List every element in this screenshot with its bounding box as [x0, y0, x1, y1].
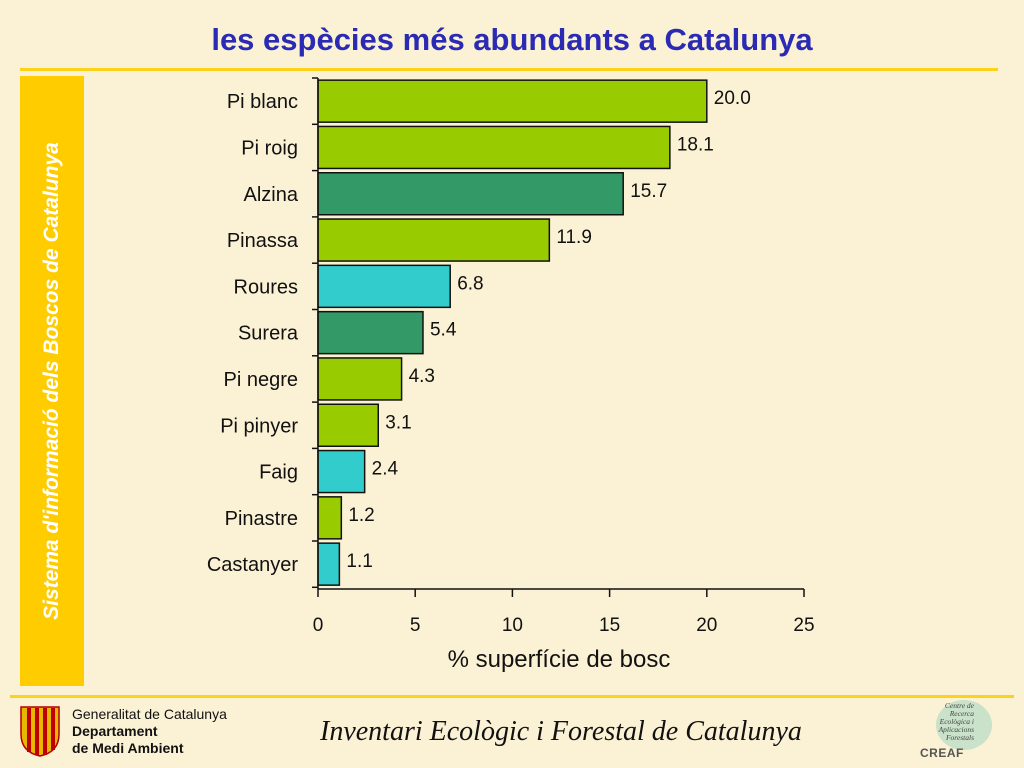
x-tick-label: 20 — [696, 615, 717, 636]
footer-divider — [10, 695, 1014, 698]
bar-pi-negre — [317, 357, 403, 401]
category-label: Pi blanc — [227, 91, 298, 113]
side-band — [20, 76, 84, 686]
axes-layer: 0 5 10 15 20 25 — [312, 77, 815, 636]
title-divider — [20, 68, 998, 71]
x-tick-label: 10 — [502, 615, 523, 636]
bar-castanyer — [317, 542, 341, 586]
category-label: Roures — [234, 276, 298, 298]
creaf-map-icon — [936, 700, 992, 750]
creaf-logo: Centre de Recerca Ecològica i Aplicacion… — [918, 700, 998, 762]
value-label: 3.1 — [385, 412, 411, 433]
category-label: Pi pinyer — [220, 415, 298, 437]
x-tick-label: 0 — [313, 615, 324, 636]
value-label: 5.4 — [430, 320, 457, 341]
bar-pi-blanc — [317, 79, 708, 123]
value-label: 20.0 — [714, 88, 751, 109]
value-label: 18.1 — [677, 134, 714, 155]
x-tick-label: 25 — [793, 615, 814, 636]
bar-surera — [317, 310, 424, 355]
x-tick-label: 5 — [410, 615, 421, 636]
org-name: Generalitat de Catalunya — [72, 706, 227, 722]
bar-chart: Pi blanc 20.0 Pi roig 18.1 Alzina 15.7 Pinassa… — [207, 77, 815, 673]
category-label: Pi roig — [241, 137, 298, 159]
labels-layer: Pi blanc 20.0 Pi roig 18.1 Alzina 15.7 Pinassa… — [207, 88, 751, 576]
bar-faig — [317, 449, 366, 494]
department-line: Departament — [72, 723, 158, 739]
category-label: Pi negre — [224, 369, 299, 391]
bar-alzina — [317, 172, 624, 216]
category-label: Pinastre — [225, 508, 298, 530]
generalitat-logo-icon — [20, 706, 60, 757]
category-label: Surera — [238, 323, 299, 345]
footer-title: Inventari Ecològic i Forestal de Catalun… — [320, 716, 802, 747]
value-label: 4.3 — [409, 366, 435, 387]
creaf-caption: Centre de Recerca Ecològica i Aplicacion… — [938, 701, 974, 742]
bar-pi-roig — [317, 125, 671, 170]
bar-roures — [317, 264, 451, 309]
value-label: 15.7 — [630, 181, 667, 202]
category-label: Faig — [259, 462, 298, 484]
category-label: Pinassa — [227, 230, 299, 252]
category-label: Alzina — [244, 184, 299, 206]
x-tick-label: 15 — [599, 615, 620, 636]
x-axis-title: % superfície de bosc — [448, 646, 671, 673]
department-name: de Medi Ambient — [72, 740, 184, 756]
value-label: 2.4 — [372, 459, 399, 480]
slide-title: les espècies més abundants a Catalunya — [211, 22, 813, 57]
value-label: 6.8 — [457, 273, 483, 294]
value-label: 1.1 — [346, 551, 372, 572]
department-block: Generalitat de Catalunya Departament de … — [72, 706, 227, 757]
bars-layer — [317, 79, 708, 586]
bar-pinastre — [317, 496, 343, 540]
bar-pinassa — [317, 218, 551, 262]
bar-pi-pinyer — [317, 403, 380, 447]
creaf-brand: CREAF — [920, 746, 964, 760]
category-label: Castanyer — [207, 554, 298, 576]
value-label: 1.2 — [348, 505, 374, 526]
value-label: 11.9 — [556, 227, 592, 248]
